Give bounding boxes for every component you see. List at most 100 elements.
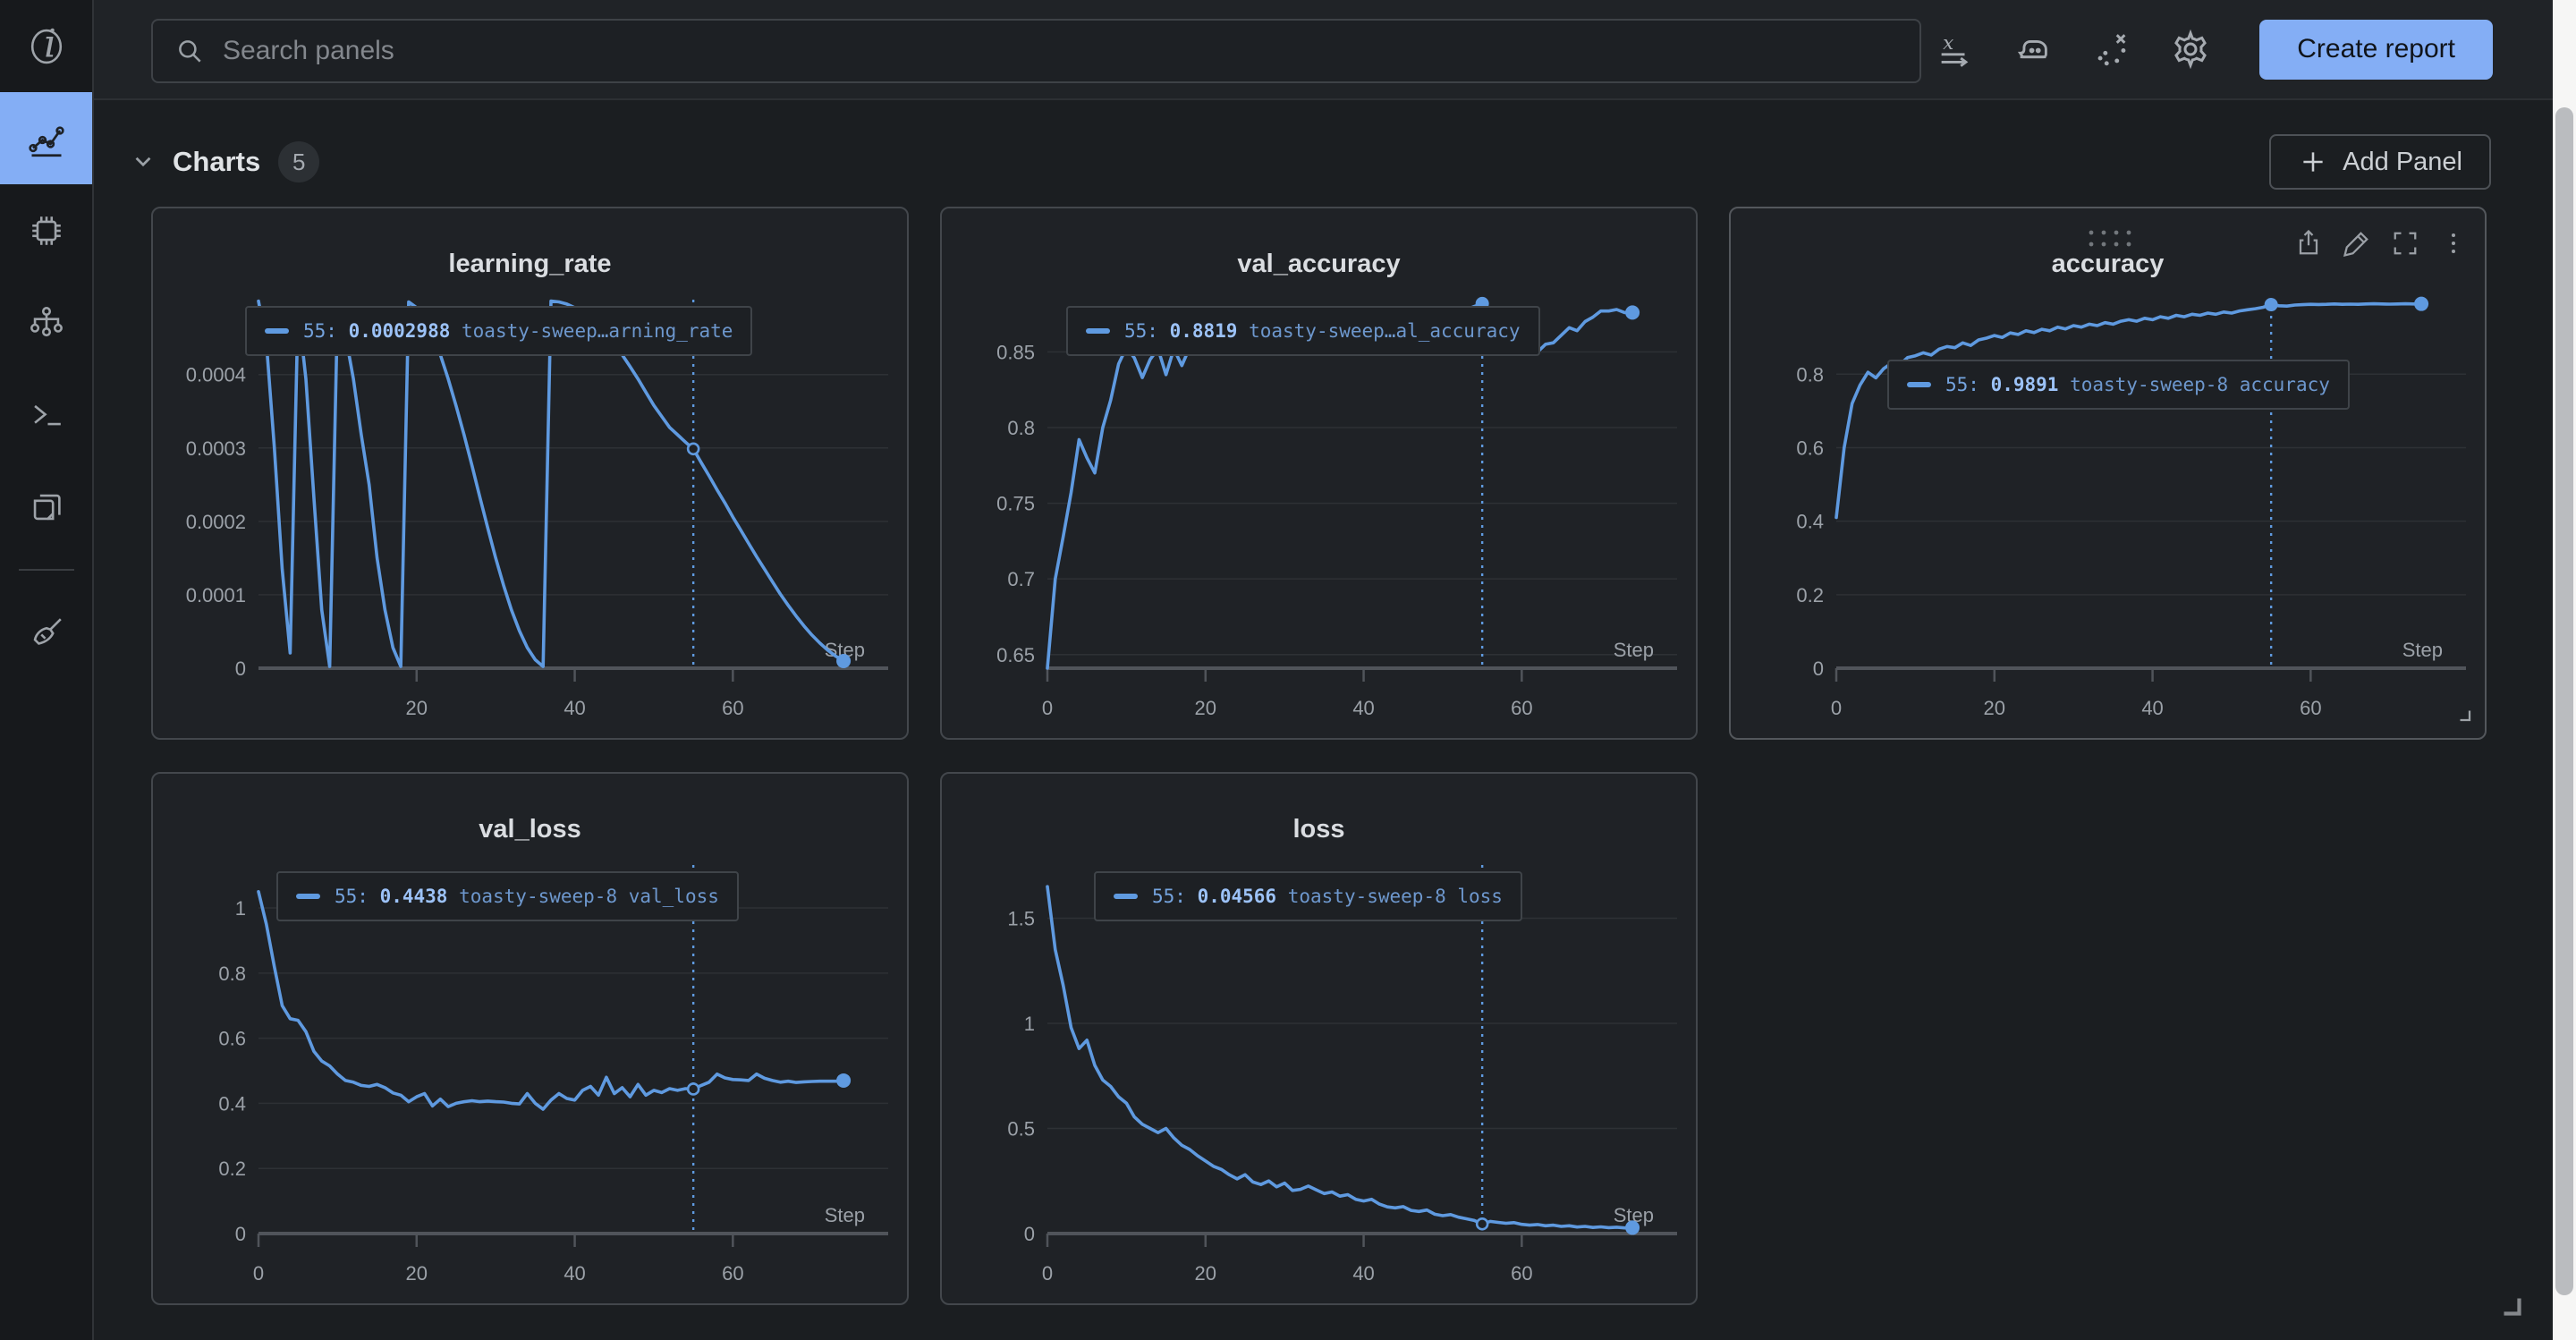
section-title: Charts	[173, 146, 261, 177]
svg-text:0.0002: 0.0002	[186, 511, 246, 533]
edit-pencil-icon	[2343, 232, 2368, 258]
svg-text:0.65: 0.65	[996, 644, 1035, 666]
svg-text:0.4: 0.4	[1796, 511, 1824, 533]
svg-text:60: 60	[2300, 697, 2321, 719]
sidebar-item-logs[interactable]	[0, 369, 92, 461]
run-sidebar: i	[0, 0, 94, 1340]
smoothing-button[interactable]	[2009, 25, 2057, 73]
svg-text:0.8: 0.8	[218, 963, 246, 985]
chart-tooltip: 55: 0.04566 toasty-sweep-8 loss	[1094, 871, 1522, 921]
sidebar-item-model[interactable]	[0, 276, 92, 369]
svg-text:20: 20	[406, 697, 428, 719]
svg-text:40: 40	[564, 1262, 585, 1285]
panel-menu-button[interactable]	[2435, 225, 2472, 262]
chart-panel-val_loss[interactable]: val_loss 1 0.8 0.6 0.4 0.2 0 0 20 40 60 Step 55: 0…	[151, 772, 909, 1305]
panel-count-badge: 5	[278, 141, 320, 182]
fullscreen-panel-button[interactable]	[2386, 225, 2424, 262]
svg-text:0: 0	[235, 1223, 246, 1245]
sidebar-item-charts[interactable]	[0, 92, 92, 184]
chart-panel-learning_rate[interactable]: learning_rate 0.0004 0.0003 0.0002 0.0001 0 2…	[151, 207, 909, 740]
chart-tooltip: 55: 0.0002988 toasty-sweep…arning_rate	[245, 306, 753, 356]
search-panels-box[interactable]	[151, 19, 1921, 83]
svg-text:Step: Step	[1614, 639, 1654, 661]
svg-text:0.6: 0.6	[1796, 437, 1824, 459]
chip-icon	[31, 216, 61, 245]
x-axis-settings-button[interactable]: x	[1930, 25, 1979, 73]
svg-text:0.5: 0.5	[1007, 1117, 1035, 1140]
chart-panel-val_accuracy[interactable]: val_accuracy 0.85 0.8 0.75 0.7 0.65 0 20 40 60 St…	[940, 207, 1698, 740]
add-panel-button[interactable]: Add Panel	[2269, 134, 2491, 190]
svg-text:1: 1	[235, 897, 246, 920]
svg-text:0.6: 0.6	[218, 1028, 246, 1050]
tooltip-run-label: toasty-sweep-8 accuracy	[2058, 374, 2330, 395]
panels-grid: learning_rate 0.0004 0.0003 0.0002 0.0001 0 2…	[151, 207, 2487, 1305]
svg-text:20: 20	[406, 1262, 428, 1285]
fullscreen-icon	[2394, 232, 2417, 255]
tooltip-step: 55:	[1152, 886, 1198, 907]
search-icon	[179, 40, 201, 63]
panel-resize-handle[interactable]	[2451, 701, 2476, 731]
sidebar-item-sweep[interactable]	[0, 587, 92, 679]
svg-text:Step: Step	[825, 1204, 865, 1226]
settings-button[interactable]	[2166, 25, 2215, 73]
svg-text:0: 0	[1042, 1262, 1053, 1285]
series-dash-icon	[1086, 328, 1110, 334]
terminal-icon	[33, 404, 61, 425]
svg-text:0.2: 0.2	[218, 1158, 246, 1180]
svg-text:40: 40	[1352, 697, 1374, 719]
svg-text:0: 0	[1024, 1223, 1035, 1245]
tooltip-run-label: toasty-sweep-8 loss	[1276, 886, 1503, 907]
scrollbar-thumb[interactable]	[2555, 107, 2573, 1295]
outlier-scatter-icon	[2097, 34, 2126, 66]
sidebar-item-overview[interactable]: i	[0, 0, 92, 92]
section-resize-handle[interactable]	[2496, 1291, 2527, 1326]
chart-plot[interactable]: 1 0.8 0.6 0.4 0.2 00 20 40 60 Step	[153, 774, 909, 1303]
chart-title: val_loss	[479, 815, 581, 844]
chart-panel-loss[interactable]: loss 1.5 1 0.5 0 0 20 40 60 Step 55: 0.04566 toa…	[940, 772, 1698, 1305]
search-input[interactable]	[221, 35, 1919, 67]
create-report-button[interactable]: Create report	[2259, 19, 2493, 80]
svg-text:0.8: 0.8	[1796, 363, 1824, 386]
tooltip-step: 55:	[1124, 320, 1170, 342]
svg-text:i: i	[44, 26, 56, 67]
sidebar-item-system[interactable]	[0, 184, 92, 276]
tooltip-run-label: toasty-sweep…arning_rate	[450, 320, 733, 342]
tooltip-value: 0.9891	[1990, 374, 2059, 395]
sidebar-item-files[interactable]	[0, 461, 92, 553]
svg-text:0.4: 0.4	[218, 1092, 246, 1115]
model-graph-icon	[30, 306, 63, 336]
drag-handle-icon[interactable]	[2087, 226, 2133, 250]
chevron-down-icon[interactable]	[128, 147, 158, 177]
workspace-content: Charts 5 Add Panel learning_rate 0.0004 0…	[92, 98, 2576, 1340]
edit-panel-button[interactable]	[2338, 225, 2376, 262]
tooltip-run-label: toasty-sweep…al_accuracy	[1237, 320, 1521, 342]
svg-text:x: x	[1943, 32, 1953, 55]
share-panel-button[interactable]	[2290, 225, 2327, 262]
svg-text:0: 0	[1042, 697, 1053, 719]
outlier-button[interactable]	[2088, 25, 2136, 73]
panel-actions	[2290, 225, 2472, 262]
svg-text:1.5: 1.5	[1007, 907, 1035, 929]
svg-text:0.75: 0.75	[996, 493, 1035, 515]
svg-text:0: 0	[253, 1262, 264, 1285]
svg-text:60: 60	[1511, 697, 1532, 719]
files-icon	[33, 494, 61, 520]
workspace-topbar: x	[92, 0, 2576, 100]
info-icon: i	[30, 26, 62, 67]
chart-panel-accuracy[interactable]: accuracy 0.8 0.6 0.4 0.2 0 0 20 40 60 Step 55: 0.…	[1729, 207, 2487, 740]
svg-text:0.2: 0.2	[1796, 584, 1824, 606]
chart-tooltip: 55: 0.9891 toasty-sweep-8 accuracy	[1887, 360, 2350, 410]
vertical-scrollbar[interactable]	[2553, 0, 2576, 1340]
svg-text:0.7: 0.7	[1007, 568, 1035, 590]
chart-title: val_accuracy	[1237, 250, 1401, 278]
svg-text:0.0004: 0.0004	[186, 364, 246, 386]
chart-plot[interactable]: 0.85 0.8 0.75 0.7 0.65 0 20 40 60 Step	[942, 208, 1698, 738]
svg-text:20: 20	[1195, 697, 1216, 719]
chart-plot[interactable]: 0.8 0.6 0.4 0.2 00 20 40 60 Step	[1731, 208, 2487, 738]
plus-icon	[2303, 152, 2323, 172]
svg-text:0: 0	[1831, 697, 1842, 719]
sidebar-divider	[18, 569, 74, 571]
